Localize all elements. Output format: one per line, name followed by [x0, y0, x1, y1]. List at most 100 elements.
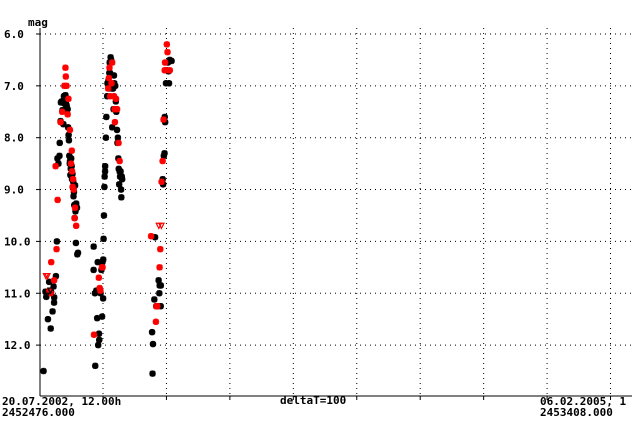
- data-point: [53, 238, 61, 245]
- data-point: [71, 214, 78, 222]
- data-point: [149, 370, 156, 377]
- data-point: [106, 64, 113, 71]
- data-point: [90, 266, 97, 274]
- data-point: [102, 134, 110, 141]
- y-tick-label: 12.0: [4, 339, 31, 352]
- data-point: [103, 113, 110, 121]
- data-point: [47, 325, 54, 332]
- data-point: [67, 160, 75, 167]
- data-point: [151, 296, 158, 303]
- data-point: [165, 80, 173, 87]
- data-point: [50, 277, 58, 284]
- data-point: [101, 173, 108, 180]
- data-point: [68, 147, 75, 154]
- data-point: [48, 258, 55, 266]
- data-point: [69, 175, 77, 183]
- y-axis-label: mag: [28, 16, 48, 29]
- data-point: [100, 212, 108, 219]
- data-point: [115, 139, 122, 147]
- x-end-date-label: 06.02.2005, 1: [540, 395, 626, 408]
- data-point: [164, 48, 171, 56]
- data-point: [148, 328, 156, 336]
- data-point: [117, 168, 124, 175]
- data-point: [161, 59, 169, 66]
- data-point: [64, 111, 71, 118]
- data-point: [95, 330, 103, 337]
- data-point: [100, 256, 107, 263]
- data-point: [108, 124, 116, 131]
- x-start-date-label: 20.07.2002, 12.00h: [2, 395, 121, 408]
- data-point: [96, 336, 103, 344]
- data-point: [108, 80, 115, 87]
- upper-limit-marker: [42, 292, 51, 300]
- data-point: [157, 245, 164, 253]
- data-point: [56, 152, 63, 160]
- data-point: [159, 157, 166, 165]
- data-point: [161, 150, 168, 157]
- data-point: [57, 118, 64, 126]
- data-point: [92, 362, 99, 370]
- data-point: [105, 74, 113, 82]
- data-point: [155, 277, 162, 284]
- data-point: [110, 72, 118, 79]
- data-point: [117, 186, 125, 193]
- data-point: [90, 331, 98, 338]
- x-ticks: [102, 396, 612, 400]
- x-end-jd-label: 2453408.000: [540, 406, 613, 419]
- data-point: [52, 163, 59, 170]
- data-point: [54, 196, 61, 204]
- data-point: [40, 367, 47, 375]
- y-tick-label: 10.0: [4, 235, 31, 248]
- data-point: [66, 126, 74, 134]
- data-point: [65, 95, 72, 103]
- y-tick-label: 9.0: [4, 184, 24, 197]
- data-point: [166, 67, 173, 74]
- data-point: [65, 137, 73, 144]
- data-point: [112, 95, 120, 103]
- data-point: [113, 126, 121, 134]
- data-point: [101, 163, 109, 170]
- y-tick-label: 11.0: [4, 287, 31, 300]
- data-point: [168, 57, 175, 65]
- x-axis-label: deltaT=100: [280, 394, 346, 407]
- data-point: [44, 315, 52, 323]
- data-point: [59, 108, 66, 115]
- data-point: [104, 85, 112, 92]
- data-point: [118, 194, 125, 201]
- data-point: [72, 222, 80, 230]
- data-point: [154, 303, 161, 310]
- data-point: [156, 290, 163, 297]
- data-point: [74, 249, 82, 257]
- data-point: [118, 175, 126, 183]
- data-point: [158, 178, 165, 185]
- data-point: [62, 64, 69, 71]
- y-tick-label: 6.0: [4, 28, 24, 41]
- y-tick-label: 8.0: [4, 132, 24, 145]
- y-tick-label: 7.0: [4, 80, 24, 93]
- data-point: [99, 264, 106, 271]
- upper-limit-marker: [157, 222, 165, 230]
- data-points: [40, 41, 175, 377]
- data-point: [63, 82, 70, 90]
- data-point: [99, 295, 107, 302]
- data-point: [72, 239, 80, 247]
- data-point: [101, 183, 108, 191]
- y-tick-labels: 6.0 7.0 8.0 9.0 10.0 11.0 12.0: [4, 28, 40, 352]
- data-point: [53, 245, 60, 253]
- data-point: [94, 258, 101, 266]
- data-point: [98, 313, 106, 320]
- data-point: [71, 204, 79, 211]
- upper-limit-marker: [46, 287, 55, 295]
- data-point: [100, 235, 107, 243]
- data-point: [163, 41, 171, 48]
- data-point: [116, 157, 123, 165]
- data-point: [70, 186, 77, 193]
- data-point: [108, 59, 116, 66]
- data-point: [49, 308, 56, 315]
- data-point: [45, 278, 53, 286]
- data-point: [62, 73, 70, 80]
- data-point: [149, 340, 157, 348]
- data-point: [147, 233, 155, 240]
- data-point: [115, 181, 123, 188]
